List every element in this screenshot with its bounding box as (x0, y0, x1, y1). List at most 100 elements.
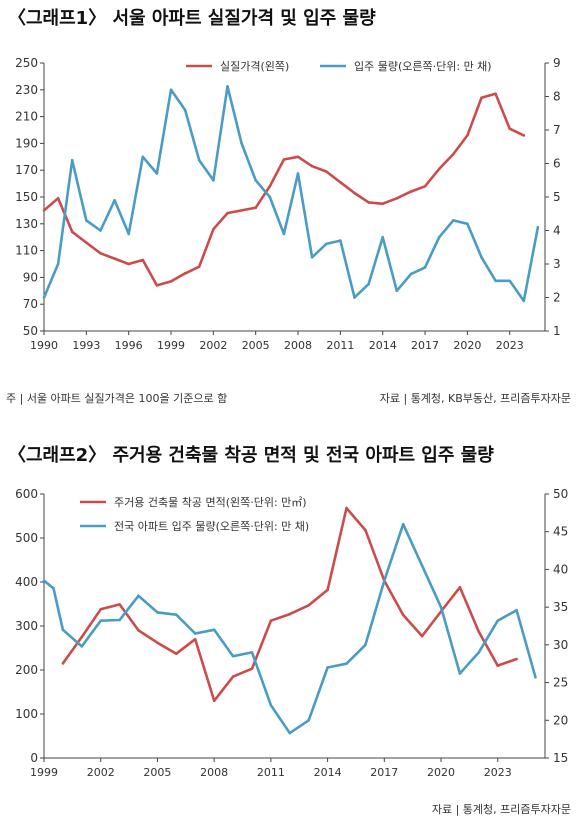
chart1-series-1-point (183, 272, 187, 275)
chart1-series-1-point (508, 127, 512, 130)
chart1-left-tick-label: 230 (15, 83, 38, 97)
chart1-series-1-point (113, 257, 116, 260)
chart1-series-2-point (85, 219, 88, 222)
chart1-series-2-point (99, 229, 102, 232)
chart1-legend-label-2: 입주 물량(오른쪽·단위: 만 채) (354, 60, 492, 73)
chart2-series-2-point (137, 594, 140, 598)
chart1-series-1-point (339, 181, 342, 184)
chart2-series-1-point (61, 662, 65, 665)
chart2-right-tick-label: 25 (553, 676, 568, 690)
chart2-series-1-point (477, 630, 481, 633)
chart1-series-1-point (42, 209, 46, 212)
chart1-source: 자료 | 통계청, KB부동산, 프리즘투자자문 (379, 392, 571, 405)
chart2-left-tick-label: 500 (15, 531, 38, 545)
chart1-series-1-point (494, 92, 497, 96)
chart2-series-2-point (99, 619, 102, 622)
chart1-series-1-point (480, 96, 483, 100)
chart2-series-1-point (496, 664, 500, 667)
chart2-left-tick-label: 200 (15, 663, 38, 677)
chart2-series-2-point (212, 628, 216, 632)
chart2-series-1-point (231, 675, 235, 678)
chart1-series-1-point (310, 164, 314, 168)
chart2-left-tick-label: 100 (15, 707, 38, 721)
chart1-series-1-point (423, 185, 427, 188)
chart2-series-1-point (326, 588, 329, 592)
chart1-series-2-point (226, 85, 229, 88)
chart2-series-1-point (364, 528, 367, 532)
chart1-series-1-point (409, 190, 413, 193)
chart2-series-2-point (156, 611, 159, 614)
chart1-series-2-point (508, 279, 512, 283)
chart2-x-tick-label: 2023 (484, 766, 512, 779)
chart2-series-1-point (99, 608, 102, 611)
chart1-series-2-point (536, 225, 540, 229)
chart1-series-2-point (282, 232, 286, 236)
chart2-left-tick-label: 0 (30, 751, 38, 765)
chart1-series-2-point (56, 262, 60, 266)
chart1-series-2-point (339, 239, 342, 242)
chart1-note: 주 | 서울 아파트 실질가격은 100을 기준으로 함 (6, 392, 228, 405)
chart2-series-2-point (345, 662, 348, 665)
chart2-title: 〈그래프2〉 주거용 건축물 착공 면적 및 전국 아파트 입주 물량 (8, 445, 494, 466)
chart2-series-2-point (458, 672, 462, 675)
chart2-series-2-point (307, 719, 311, 722)
chart2-left-tick-label: 300 (15, 619, 38, 633)
chart2-x-tick-label: 1999 (30, 766, 58, 779)
chart1-right-tick-label: 3 (553, 257, 561, 271)
chart2-series-2-point (496, 619, 500, 622)
chart1-series-2-point (155, 172, 159, 175)
chart2-right-tick-label: 50 (553, 487, 568, 501)
chart2-series-2-point (383, 579, 386, 582)
chart1-series-2-point (480, 255, 483, 259)
chart1-left-tick-label: 50 (23, 324, 38, 338)
chart1-left-tick-label: 170 (15, 163, 38, 177)
chart1-series-2-point (296, 172, 300, 175)
chart1-x-tick-label: 1996 (115, 339, 143, 352)
chart1-series-2-point (367, 282, 370, 286)
chart2-right-tick-label: 45 (553, 525, 568, 539)
chart1-left-tick-label: 210 (15, 110, 38, 124)
chart1-right-tick-label: 9 (553, 56, 561, 70)
chart1-series-1-point (282, 158, 286, 161)
chart2-series-2-point (401, 522, 405, 526)
chart1-series-1-point (240, 209, 243, 212)
chart1-series-2-point (254, 179, 257, 182)
chart2-series-1-point (250, 667, 254, 670)
chart2-svg: 0 100 200 300 400 500 600 15 20 25 30 35 40 45 50 1999 2… (15, 487, 568, 779)
chart1-series-2-point (183, 108, 187, 112)
chart1-series-2-point (240, 142, 243, 145)
chart1-series-1-point (212, 227, 215, 231)
chart2-source: 자료 | 통계청, 프리즘투자자문 (431, 803, 571, 816)
chart2-series-1-point (137, 629, 140, 632)
chart2-series-2-point (326, 666, 329, 669)
chart1-series-1-point (325, 170, 328, 173)
chart1-series-1-point (99, 252, 102, 255)
chart2-series-2-point (269, 703, 273, 707)
chart1-right-tick-label: 4 (553, 224, 561, 238)
chart2-series-1-point (458, 586, 462, 589)
chart1-series-2-point (325, 242, 328, 246)
chart2-right-tick-label: 35 (553, 600, 568, 614)
chart1-series-2-point (70, 158, 74, 162)
chart1-series-1-point (466, 134, 469, 137)
chart1-series-2-point (381, 235, 385, 239)
chart1-right-tick-label: 2 (553, 291, 561, 305)
chart2-legend-label-1: 주거용 건축물 착공 면적(왼쪽·단위: 만㎡) (114, 495, 307, 509)
chart1-series-1-point (381, 202, 385, 205)
chart2-series-2-point (477, 651, 481, 654)
chart1-series-1-point (127, 262, 130, 266)
chart1-left-tick-label: 190 (15, 136, 38, 150)
chart2-series-line-2 (43, 522, 537, 735)
chart1-series-2-point (494, 279, 497, 283)
chart2-series-1-point (193, 637, 197, 641)
chart2-series-2-point (231, 654, 235, 658)
chart2-series-2-point (175, 613, 178, 616)
chart1-series-1-point (141, 258, 145, 262)
chart2-x-tick-label: 2002 (87, 766, 115, 779)
chart1-series-2-point (310, 255, 314, 259)
chart2-series-2-point (118, 618, 121, 622)
chart2-series-1-point (288, 612, 292, 616)
chart1-series-2-point (395, 289, 399, 293)
chart1-series-1-point (254, 206, 257, 209)
chart1-series-line-2 (42, 85, 540, 303)
